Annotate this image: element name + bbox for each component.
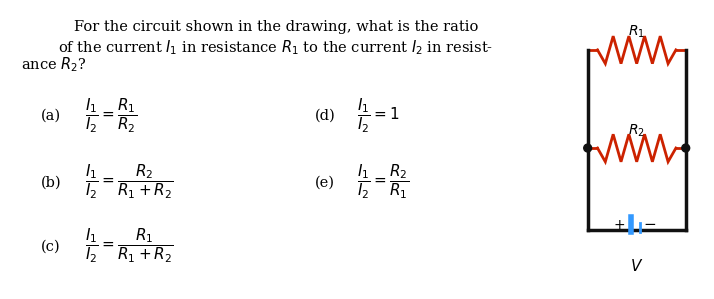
Text: (a): (a) — [41, 109, 61, 123]
Text: +: + — [613, 218, 625, 232]
Text: $R_2$: $R_2$ — [628, 122, 645, 138]
Text: (c): (c) — [41, 239, 60, 253]
Text: $\dfrac{I_1}{I_2} = \dfrac{R_2}{R_1}$: $\dfrac{I_1}{I_2} = \dfrac{R_2}{R_1}$ — [357, 163, 409, 202]
Text: (b): (b) — [41, 176, 61, 189]
Text: $\dfrac{I_1}{I_2} = \dfrac{R_1}{R_2}$: $\dfrac{I_1}{I_2} = \dfrac{R_1}{R_2}$ — [85, 97, 137, 135]
Text: For the circuit shown in the drawing, what is the ratio: For the circuit shown in the drawing, wh… — [74, 20, 478, 34]
Text: (e): (e) — [315, 176, 335, 189]
Text: −: − — [643, 217, 656, 232]
Text: $V$: $V$ — [630, 258, 643, 274]
Text: $\dfrac{I_1}{I_2} = 1$: $\dfrac{I_1}{I_2} = 1$ — [357, 97, 400, 135]
Text: $\dfrac{I_1}{I_2} = \dfrac{R_2}{R_1 + R_2}$: $\dfrac{I_1}{I_2} = \dfrac{R_2}{R_1 + R_… — [85, 163, 174, 202]
Circle shape — [584, 144, 592, 152]
Text: ance $R_2$?: ance $R_2$? — [21, 56, 86, 74]
Circle shape — [682, 144, 690, 152]
Text: $R_1$: $R_1$ — [628, 24, 645, 40]
Text: of the current $I_1$ in resistance $R_1$ to the current $I_2$ in resist-: of the current $I_1$ in resistance $R_1$… — [59, 38, 493, 57]
Text: (d): (d) — [315, 109, 336, 123]
Text: $\dfrac{I_1}{I_2} = \dfrac{R_1}{R_1 + R_2}$: $\dfrac{I_1}{I_2} = \dfrac{R_1}{R_1 + R_… — [85, 227, 174, 265]
